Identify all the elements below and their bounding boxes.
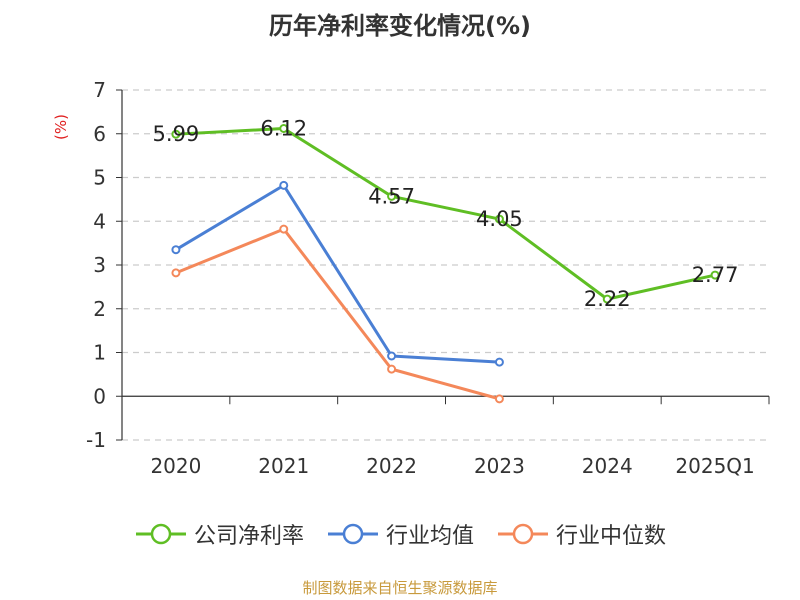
y-tick-label: -1 xyxy=(86,428,106,452)
data-point xyxy=(171,268,181,278)
axes: -1 0 1 2 3 4 5 6 7 2020 2021 2022 2023 2024 2025Q1 (%) xyxy=(52,78,770,478)
legend-item[interactable]: 公司净利率 xyxy=(134,518,304,550)
legend-label: 公司净利率 xyxy=(193,524,304,549)
y-tick-label: 3 xyxy=(93,253,106,277)
data-label: 5.99 xyxy=(153,122,200,146)
y-axis-label: (%) xyxy=(52,114,70,140)
data-label: 2.22 xyxy=(584,287,631,311)
data-point xyxy=(494,357,504,367)
data-point xyxy=(279,180,289,190)
legend-label: 行业中位数 xyxy=(556,524,667,549)
x-tick-label: 2025Q1 xyxy=(675,454,754,478)
data-point xyxy=(387,351,397,361)
legend: 公司净利率 行业均值 行业中位数 xyxy=(0,518,800,550)
x-tick-label: 2023 xyxy=(474,454,525,478)
x-tick-label: 2020 xyxy=(150,454,201,478)
data-point xyxy=(387,364,397,374)
x-tick-label: 2021 xyxy=(258,454,309,478)
data-point xyxy=(710,270,720,280)
legend-item[interactable]: 行业中位数 xyxy=(496,518,666,550)
legend-marker-icon xyxy=(327,523,378,545)
data-point xyxy=(387,191,397,201)
y-tick-label: 7 xyxy=(93,78,106,102)
legend-label: 行业均值 xyxy=(385,524,474,549)
y-tick-label: 4 xyxy=(93,209,106,233)
data-label: 4.05 xyxy=(476,207,523,231)
series-lines xyxy=(171,124,720,404)
data-point xyxy=(279,124,289,133)
y-tick-label: 5 xyxy=(93,166,106,190)
legend-marker-icon xyxy=(135,523,186,545)
y-tick-label: 2 xyxy=(93,297,106,321)
data-point xyxy=(494,394,504,404)
chart-title: 历年净利率变化情况(%) xyxy=(269,12,531,40)
series-line xyxy=(174,127,717,301)
data-point xyxy=(494,214,504,224)
data-point xyxy=(602,294,612,304)
data-label: 6.12 xyxy=(260,117,307,141)
data-label: 4.57 xyxy=(368,184,415,208)
source-note: 制图数据来自恒生聚源数据库 xyxy=(302,579,498,597)
data-point xyxy=(171,245,181,255)
data-point xyxy=(171,129,181,139)
y-tick-label: 1 xyxy=(93,341,106,365)
data-labels: 5.99 6.12 4.57 4.05 2.22 2.77 xyxy=(153,117,739,312)
data-point xyxy=(279,224,289,234)
series-line xyxy=(174,183,501,364)
legend-marker-icon xyxy=(498,523,548,545)
y-tick-label: 6 xyxy=(93,122,106,146)
series-line xyxy=(174,227,501,401)
y-tick-label: 0 xyxy=(93,384,106,408)
data-label: 2.77 xyxy=(692,263,739,287)
x-tick-label: 2024 xyxy=(582,454,633,478)
gridlines xyxy=(122,89,769,441)
legend-item[interactable]: 行业均值 xyxy=(326,518,474,550)
x-tick-label: 2022 xyxy=(366,454,417,478)
